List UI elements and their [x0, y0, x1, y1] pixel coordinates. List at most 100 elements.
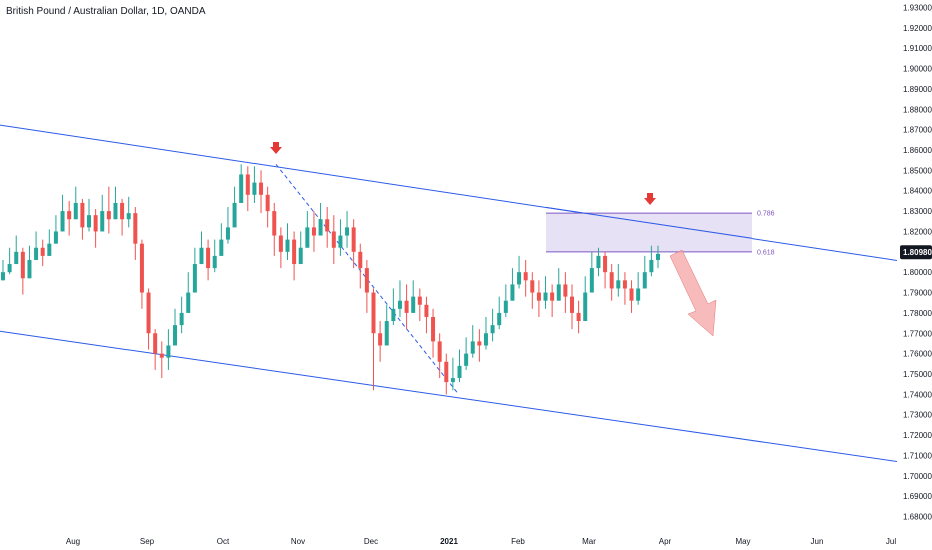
candle: [192, 247, 197, 293]
candle: [34, 231, 39, 260]
candle: [153, 329, 158, 370]
candle-body: [272, 211, 277, 236]
candle: [73, 186, 78, 220]
candle: [338, 219, 343, 256]
candle: [206, 239, 211, 281]
candle: [543, 276, 548, 309]
candle: [391, 288, 396, 326]
candle-body: [298, 247, 303, 265]
candle-body: [576, 312, 581, 322]
candle-body: [417, 296, 422, 305]
projection-arrow-icon: [669, 249, 717, 337]
candle-body: [338, 235, 343, 248]
candle: [146, 288, 151, 350]
candle: [259, 170, 264, 214]
y-tick-label: 1.70000: [903, 472, 932, 481]
y-tick-label: 1.85000: [903, 166, 932, 175]
x-tick-label: Nov: [291, 537, 305, 546]
x-tick-label: Oct: [217, 537, 230, 546]
candle-body: [530, 280, 535, 293]
candle: [424, 296, 429, 334]
candle-body: [464, 353, 469, 366]
candle: [397, 280, 402, 317]
candle: [589, 251, 594, 293]
candle: [325, 207, 330, 248]
candle-body: [186, 292, 191, 313]
candle: [351, 219, 356, 269]
candle: [596, 247, 601, 277]
price-badge-bg: [900, 245, 932, 260]
x-tick-label: Dec: [364, 537, 378, 546]
candle-body: [656, 253, 660, 260]
y-tick-label: 1.76000: [903, 350, 932, 359]
candle: [212, 239, 217, 273]
candle-body: [364, 268, 369, 293]
candle-body: [245, 174, 250, 195]
candle-body: [424, 304, 429, 317]
fib-zone-fill[interactable]: [546, 213, 752, 252]
candle-body: [391, 308, 396, 322]
candle-body: [146, 292, 151, 334]
time-axis[interactable]: Aug Sep Oct Nov Dec 2021 Feb Mar Apr May Jun Jul: [66, 537, 896, 546]
candle: [20, 247, 25, 295]
candle: [292, 231, 297, 281]
down-arrow-icon: [644, 193, 656, 205]
candle-body: [106, 211, 111, 220]
chart-title: British Pound / Australian Dollar, 1D, O…: [6, 6, 206, 17]
candle-body: [404, 300, 409, 313]
x-tick-label: Aug: [66, 537, 80, 546]
fib-retracement-zone[interactable]: 0.786 0.618: [545, 206, 775, 256]
candle: [47, 229, 52, 256]
candle-body: [153, 333, 158, 354]
candle-body: [133, 213, 138, 244]
candle: [563, 272, 568, 313]
candle-body: [318, 219, 323, 236]
candle: [384, 304, 389, 346]
candle: [656, 245, 660, 269]
y-tick-label: 1.82000: [903, 227, 932, 236]
candle-body: [192, 264, 197, 293]
candle-body: [378, 333, 383, 346]
candle: [7, 247, 12, 275]
y-tick-label: 1.77000: [903, 329, 932, 338]
channel-lines[interactable]: [0, 124, 898, 463]
candle: [497, 296, 502, 330]
candle-body: [331, 231, 336, 248]
candle: [106, 186, 111, 234]
candle: [252, 166, 257, 203]
y-tick-label: 1.71000: [903, 451, 932, 460]
candle-body: [556, 284, 561, 301]
candle: [1, 259, 5, 281]
candle: [523, 259, 528, 297]
candle: [609, 264, 614, 301]
candle: [67, 200, 72, 236]
candle-body: [523, 272, 528, 281]
candle-body: [87, 215, 92, 228]
candle-body: [536, 292, 541, 301]
candle: [245, 166, 250, 212]
candle-body: [483, 333, 488, 346]
x-tick-label: Mar: [582, 537, 596, 546]
candle-body: [73, 202, 78, 220]
candle-body: [596, 255, 601, 269]
candle-body: [503, 300, 508, 313]
candle-body: [384, 321, 389, 346]
candle: [616, 264, 621, 297]
candle-body: [411, 296, 416, 313]
candle-body: [292, 239, 297, 265]
candle-body: [517, 272, 522, 285]
candle-body: [649, 259, 654, 273]
candle: [14, 235, 19, 265]
candle-body: [120, 202, 125, 220]
candle: [483, 316, 488, 350]
candle: [166, 329, 171, 370]
price-axis[interactable]: 1.68000 1.69000 1.70000 1.71000 1.72000 1.730…: [903, 4, 932, 522]
candle-body: [219, 239, 224, 256]
candle: [87, 198, 92, 232]
channel-lower-line[interactable]: [0, 330, 898, 463]
candle: [470, 325, 475, 358]
candle: [431, 308, 436, 358]
candle: [411, 280, 416, 313]
candle: [53, 215, 58, 244]
